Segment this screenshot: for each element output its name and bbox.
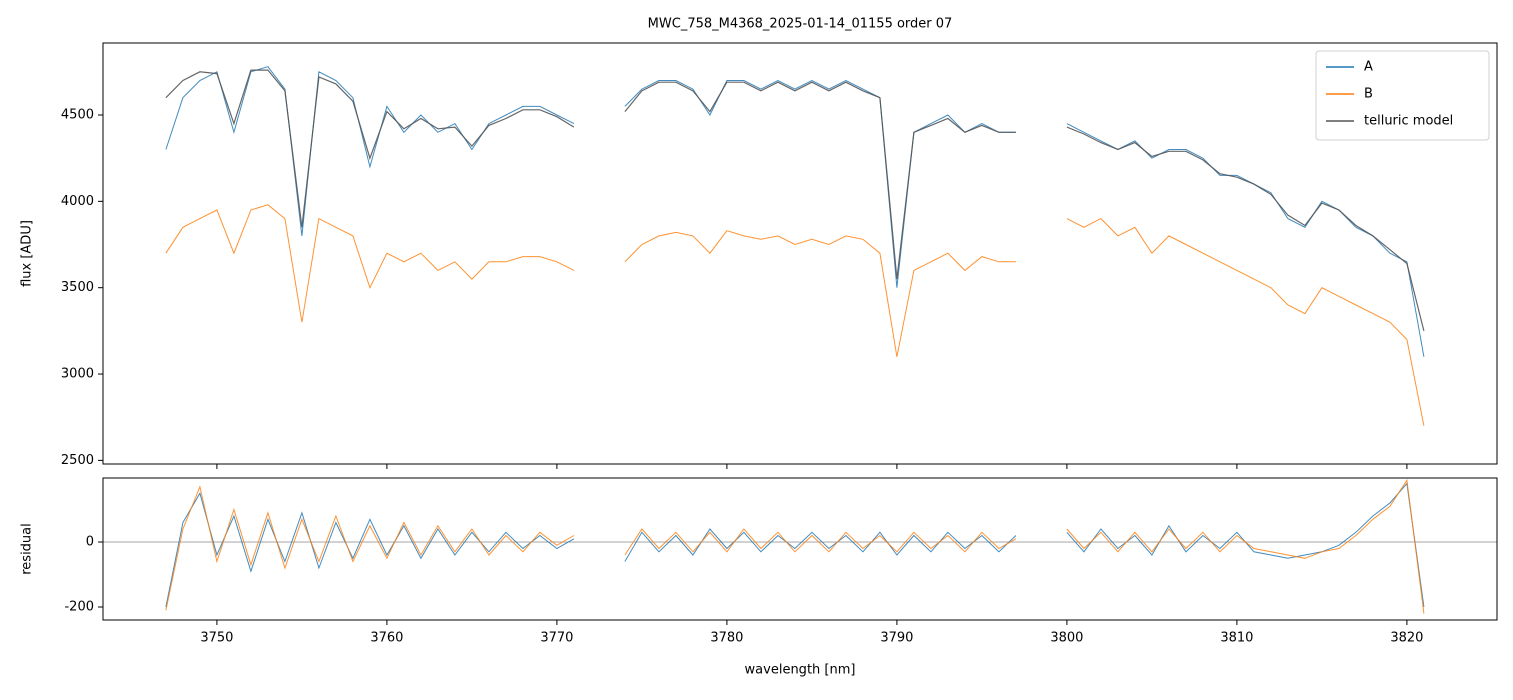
legend-box bbox=[1315, 50, 1490, 141]
y-tick-label: 3500 bbox=[61, 280, 94, 295]
y-tick-label: 0 bbox=[86, 535, 94, 550]
axes-frame bbox=[102, 42, 1498, 465]
chart-title: MWC_758_M4368_2025-01-14_01155 order 07 bbox=[648, 17, 953, 32]
x-tick-label: 3790 bbox=[880, 631, 913, 646]
x-tick-label: 3780 bbox=[710, 631, 743, 646]
y-tick-label: -200 bbox=[64, 600, 94, 615]
series-line bbox=[165, 69, 1425, 332]
series-line bbox=[165, 482, 1425, 608]
legend-label: A bbox=[1364, 60, 1373, 75]
y-tick-label: 2500 bbox=[61, 453, 94, 468]
x-tick-label: 3750 bbox=[200, 631, 233, 646]
x-tick-label: 3760 bbox=[370, 631, 403, 646]
legend-label: telluric model bbox=[1364, 114, 1453, 129]
x-tick-label: 3800 bbox=[1050, 631, 1083, 646]
series-line bbox=[165, 204, 1425, 426]
y-tick-label: 4000 bbox=[61, 194, 94, 209]
y-axis-label: flux [ADU] bbox=[20, 220, 35, 287]
y-tick-label: 3000 bbox=[61, 367, 94, 382]
series-line bbox=[165, 66, 1425, 357]
y-tick-label: 4500 bbox=[61, 108, 94, 123]
x-tick-label: 3820 bbox=[1390, 631, 1423, 646]
x-tick-label: 3770 bbox=[540, 631, 573, 646]
y-axis-label: residual bbox=[20, 523, 35, 575]
series-line bbox=[165, 478, 1425, 614]
axes-frame bbox=[102, 477, 1498, 621]
x-tick-label: 3810 bbox=[1220, 631, 1253, 646]
x-axis-label: wavelength [nm] bbox=[745, 663, 856, 678]
legend-label: B bbox=[1364, 87, 1373, 102]
